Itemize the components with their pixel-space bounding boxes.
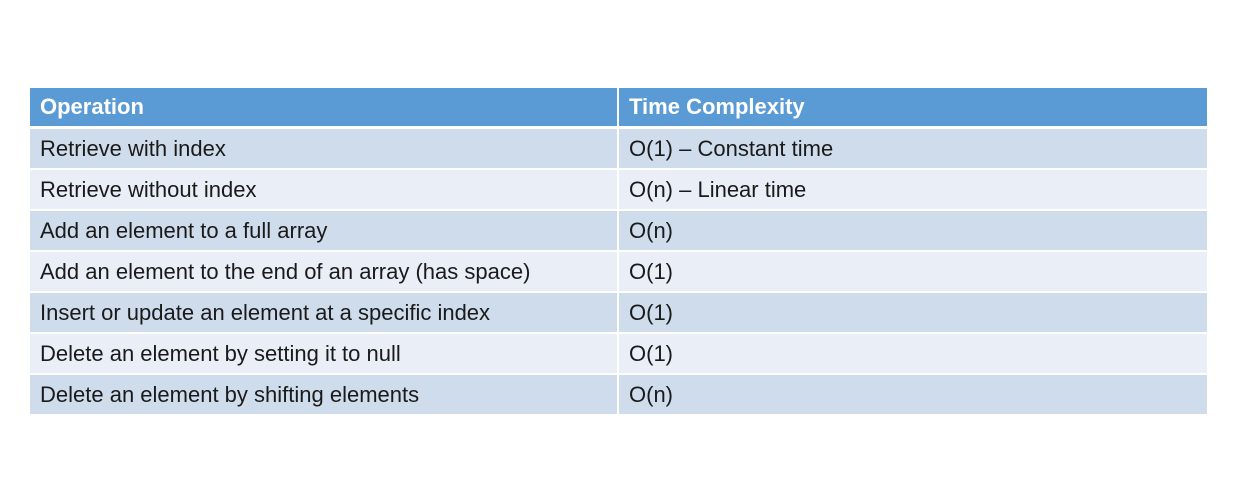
complexity-table: Operation Time Complexity Retrieve with …: [30, 88, 1207, 414]
table-header-row: Operation Time Complexity: [30, 88, 1207, 129]
table-row: Add an element to the end of an array (h…: [30, 250, 1207, 292]
operation-cell: Delete an element by shifting elements: [30, 373, 618, 414]
table-row: Insert or update an element at a specifi…: [30, 291, 1207, 333]
operation-cell: Add an element to a full array: [30, 209, 618, 251]
complexity-cell: O(n): [617, 373, 1207, 414]
column-header-operation: Operation: [30, 88, 618, 129]
table-row: Delete an element by setting it to null …: [30, 332, 1207, 374]
complexity-cell: O(1): [617, 291, 1207, 333]
table-row: Retrieve with index O(1) – Constant time: [30, 126, 1207, 169]
operation-cell: Insert or update an element at a specifi…: [30, 291, 618, 333]
operation-cell: Retrieve with index: [30, 126, 618, 169]
column-header-time-complexity: Time Complexity: [617, 88, 1207, 129]
operation-cell: Add an element to the end of an array (h…: [30, 250, 618, 292]
table-row: Retrieve without index O(n) – Linear tim…: [30, 168, 1207, 210]
operation-cell: Delete an element by setting it to null: [30, 332, 618, 374]
complexity-cell: O(1): [617, 332, 1207, 374]
complexity-cell: O(n) – Linear time: [617, 168, 1207, 210]
complexity-cell: O(1) – Constant time: [617, 126, 1207, 169]
complexity-cell: O(1): [617, 250, 1207, 292]
complexity-cell: O(n): [617, 209, 1207, 251]
table-row: Delete an element by shifting elements O…: [30, 373, 1207, 414]
operation-cell: Retrieve without index: [30, 168, 618, 210]
table-row: Add an element to a full array O(n): [30, 209, 1207, 251]
